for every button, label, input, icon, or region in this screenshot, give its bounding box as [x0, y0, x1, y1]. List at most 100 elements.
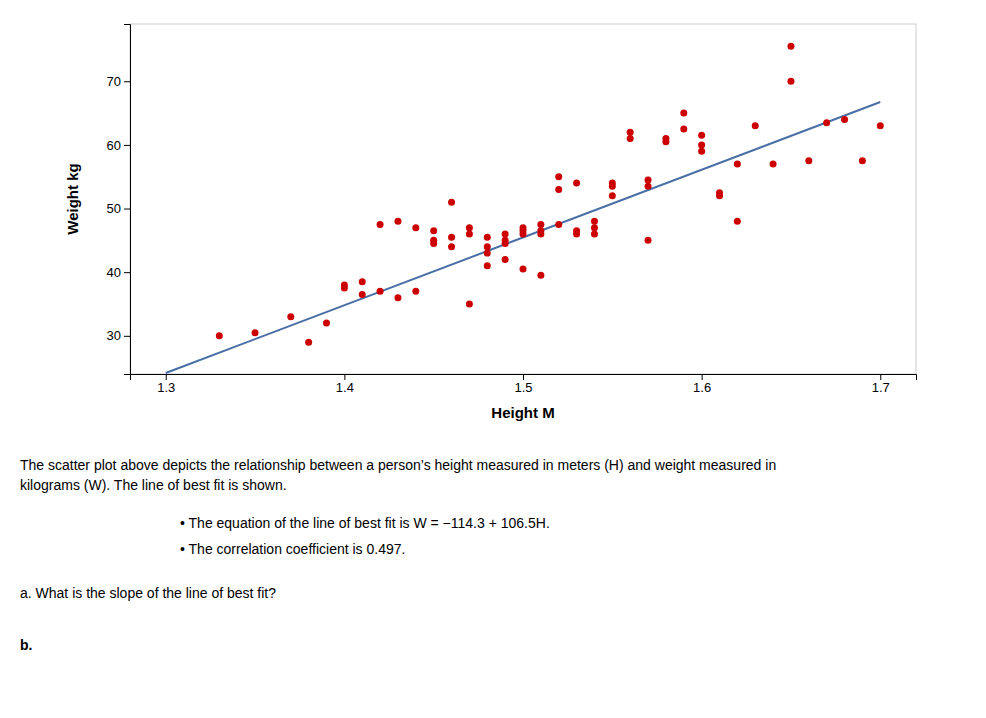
point [537, 272, 544, 279]
point [484, 234, 491, 241]
annotation: • The correlation coefficient is 0.497. [180, 541, 405, 557]
point [805, 157, 812, 164]
x-tick-mark [344, 374, 345, 380]
x-tick-label: 1.6 [693, 380, 711, 395]
x-tick-label: 1.3 [157, 380, 175, 395]
point [859, 157, 866, 164]
point [520, 227, 527, 234]
point [359, 278, 366, 285]
point [323, 320, 330, 327]
x-tick: 1.4 [336, 374, 354, 395]
plot: 1.31.41.51.61.73040506070Height MWeight … [64, 24, 917, 421]
x-tick-mark [166, 374, 167, 380]
x-tick-mark [880, 374, 881, 380]
y-tick-label: 50 [107, 201, 121, 216]
point [377, 288, 384, 295]
point [305, 339, 312, 346]
y-tick: 50 [107, 201, 130, 216]
point [609, 192, 616, 199]
chart: 1.31.41.51.61.73040506070Height MWeight … [0, 0, 986, 718]
point [680, 110, 687, 117]
point [412, 224, 419, 231]
y-tick-label: 60 [107, 138, 121, 153]
point [787, 43, 794, 50]
y-tick: 70 [107, 74, 130, 89]
point [466, 224, 473, 231]
point [662, 135, 669, 142]
point [287, 313, 294, 320]
point [698, 141, 705, 148]
point [466, 231, 473, 238]
x-tick: 1.3 [157, 374, 175, 395]
point [752, 122, 759, 129]
point [573, 180, 580, 187]
y-tick-label: 30 [107, 328, 121, 343]
y-axis: 3040506070 [107, 25, 131, 375]
point [555, 221, 562, 228]
annotation: a. What is the slope of the line of best… [20, 585, 276, 601]
point [537, 227, 544, 234]
point [555, 186, 562, 193]
y-tick-mark [124, 272, 130, 273]
point [216, 332, 223, 339]
plot-frame [130, 24, 916, 374]
point [877, 122, 884, 129]
point [698, 148, 705, 155]
point [645, 183, 652, 190]
point [484, 250, 491, 257]
point [823, 119, 830, 126]
point [502, 240, 509, 247]
point [394, 218, 401, 225]
y-tick: 30 [107, 328, 130, 343]
point [448, 243, 455, 250]
y-tick-mark [124, 336, 130, 337]
point [466, 301, 473, 308]
point [645, 237, 652, 244]
point [770, 161, 777, 168]
point [627, 129, 634, 136]
point [609, 183, 616, 190]
x-axis: 1.3 1.4 1.5 1.6 1.7 [131, 374, 917, 395]
x-tick-mark [523, 374, 524, 380]
marks [166, 43, 884, 373]
point [430, 237, 437, 244]
point [627, 135, 634, 142]
point [716, 192, 723, 199]
x-tick-label: 1.7 [872, 380, 890, 395]
point [520, 266, 527, 273]
y-tick-mark [124, 145, 130, 146]
point [412, 288, 419, 295]
x-tick: 1.5 [514, 374, 532, 395]
annotation: The scatter plot above depicts the relat… [20, 457, 776, 473]
point [734, 161, 741, 168]
point [377, 221, 384, 228]
y-tick-mark [124, 209, 130, 210]
point [502, 231, 509, 238]
x-tick-label: 1.4 [336, 380, 354, 395]
annotation: • The equation of the line of best fit i… [180, 515, 550, 531]
y-tick-mark [124, 81, 130, 82]
point [341, 281, 348, 288]
point [591, 224, 598, 231]
point [359, 291, 366, 298]
point [555, 173, 562, 180]
point [841, 116, 848, 123]
point [680, 126, 687, 133]
x-axis-line [131, 375, 917, 381]
point [502, 256, 509, 263]
x-axis-title: Height M [491, 404, 554, 421]
point [484, 243, 491, 250]
y-tick: 60 [107, 138, 130, 153]
y-tick-label: 70 [107, 74, 121, 89]
point [252, 329, 259, 336]
point [787, 78, 794, 85]
point [645, 176, 652, 183]
point [448, 234, 455, 241]
point [573, 227, 580, 234]
y-axis-line [124, 25, 131, 375]
x-tick: 1.6 [693, 374, 711, 395]
point [448, 199, 455, 206]
description: The scatter plot above depicts the relat… [20, 457, 776, 653]
point [734, 218, 741, 225]
point [484, 262, 491, 269]
